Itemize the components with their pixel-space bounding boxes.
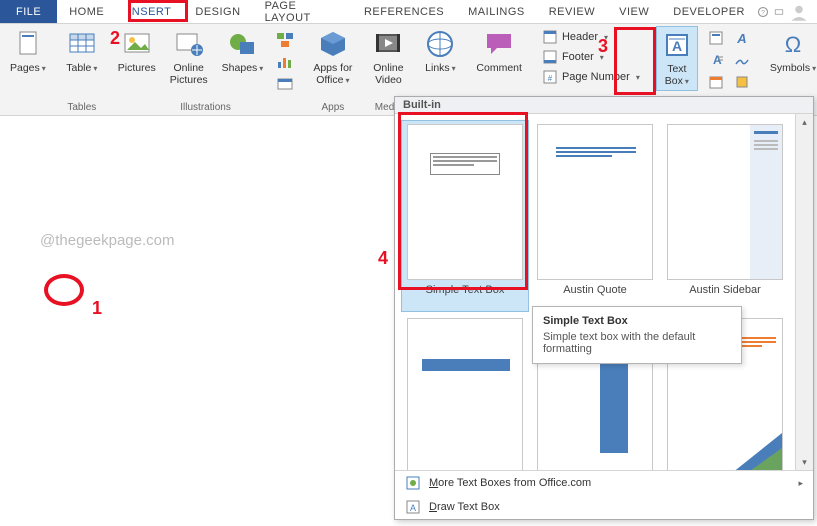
account-icon[interactable]	[789, 2, 809, 22]
online-video-label: Online Video	[373, 62, 403, 86]
pictures-button[interactable]: Pictures	[114, 26, 160, 76]
scroll-down-icon[interactable]: ▾	[796, 454, 813, 470]
screenshot-button[interactable]	[273, 74, 297, 94]
gallery-item-austin-sidebar[interactable]: Austin Sidebar	[661, 120, 789, 312]
tab-file[interactable]: FILE	[0, 0, 57, 23]
shapes-button[interactable]: Shapes	[218, 26, 268, 77]
quick-parts-button[interactable]	[704, 28, 728, 48]
annotation-circle-1	[44, 274, 84, 306]
annotation-number-3: 3	[598, 36, 608, 57]
draw-text-box-label: Draw Text Box	[429, 501, 500, 513]
tab-developer[interactable]: DEVELOPER	[661, 0, 757, 23]
ribbon-tabs: FILE HOME INSERT DESIGN PAGE LAYOUT REFE…	[0, 0, 817, 24]
svg-text:A: A	[736, 31, 746, 46]
gallery-item-label: Simple Text Box	[426, 284, 505, 296]
gallery-section-label: Built-in	[395, 97, 813, 114]
comment-label: Comment	[476, 62, 522, 74]
online-video-button[interactable]: Online Video	[368, 26, 408, 88]
svg-text:Ω: Ω	[785, 32, 801, 57]
draw-text-box-button[interactable]: A Draw Text Box	[395, 495, 813, 519]
links-label: Links	[425, 62, 450, 74]
help-icon[interactable]: ?	[757, 6, 769, 18]
office-icon	[405, 475, 421, 491]
more-from-office-button[interactable]: MMore Text Boxes from Office.comore Text…	[395, 471, 813, 495]
group-tables-label: Tables	[56, 102, 108, 113]
text-box-button[interactable]: A Text Box	[656, 26, 698, 91]
tab-page-layout[interactable]: PAGE LAYOUT	[253, 0, 352, 23]
annotation-number-1: 1	[92, 298, 102, 319]
tab-review[interactable]: REVIEW	[537, 0, 607, 23]
footer-label: Footer	[562, 51, 594, 63]
gallery-item-label: Austin Sidebar	[689, 284, 761, 296]
gallery-scrollbar[interactable]: ▴ ▾	[795, 114, 813, 470]
draw-icon: A	[405, 499, 421, 515]
pictures-label: Pictures	[118, 62, 156, 74]
collapse-ribbon-icon[interactable]	[773, 6, 785, 18]
shapes-label: Shapes	[222, 62, 258, 74]
watermark-text: @thegeekpage.com	[40, 232, 174, 249]
online-pictures-label: Online Pictures	[170, 62, 208, 86]
wordart-button[interactable]: A	[730, 28, 754, 48]
group-apps-label: Apps	[303, 102, 362, 113]
signature-button[interactable]	[730, 50, 754, 70]
comment-button[interactable]: Comment	[472, 26, 526, 76]
annotation-number-4: 4	[378, 248, 388, 269]
gallery-item-austin-quote[interactable]: Austin Quote	[531, 120, 659, 312]
header-button[interactable]: Header	[538, 28, 644, 46]
tooltip: Simple Text Box Simple text box with the…	[532, 306, 742, 364]
symbols-button[interactable]: Ω Symbols	[766, 26, 817, 77]
gallery-item-simple-text-box[interactable]: Simple Text Box	[401, 120, 529, 312]
gallery-item-label: Austin Quote	[563, 284, 627, 296]
footer-button[interactable]: Footer	[538, 48, 644, 66]
group-illustrations-label: Illustrations	[108, 102, 304, 113]
symbols-label: Symbols	[770, 62, 810, 74]
svg-text:#: #	[548, 74, 553, 83]
object-button[interactable]	[730, 72, 754, 92]
tab-home[interactable]: HOME	[57, 0, 116, 23]
tab-design[interactable]: DESIGN	[183, 0, 252, 23]
apps-button[interactable]: Apps for Office	[309, 26, 356, 89]
page-number-label: Page Number	[562, 71, 630, 83]
date-time-button[interactable]	[704, 72, 728, 92]
tooltip-body: Simple text box with the default formatt…	[543, 331, 731, 355]
header-label: Header	[562, 31, 598, 43]
svg-text:A: A	[410, 503, 416, 513]
table-button[interactable]: Table	[62, 26, 102, 77]
tab-references[interactable]: REFERENCES	[352, 0, 456, 23]
tooltip-title: Simple Text Box	[543, 315, 731, 327]
annotation-number-2: 2	[110, 28, 120, 49]
drop-cap-button[interactable]: A	[704, 50, 728, 70]
table-label: Table	[66, 62, 91, 74]
pages-label: Pages	[10, 62, 40, 74]
more-from-office-label: MMore Text Boxes from Office.comore Text…	[429, 477, 591, 489]
tab-view[interactable]: VIEW	[607, 0, 661, 23]
chart-button[interactable]	[273, 52, 297, 72]
svg-text:A: A	[672, 38, 682, 54]
tab-mailings[interactable]: MAILINGS	[456, 0, 537, 23]
pages-button[interactable]: Pages	[6, 26, 50, 77]
scroll-up-icon[interactable]: ▴	[796, 114, 813, 130]
svg-text:?: ?	[761, 9, 765, 16]
online-pictures-button[interactable]: Online Pictures	[166, 26, 212, 88]
page-number-button[interactable]: # Page Number	[538, 68, 644, 86]
smartart-button[interactable]	[273, 30, 297, 50]
links-button[interactable]: Links	[420, 26, 460, 77]
gallery-item-banded-quote[interactable]: Banded Quote	[401, 314, 529, 470]
tab-insert[interactable]: INSERT	[116, 0, 183, 23]
